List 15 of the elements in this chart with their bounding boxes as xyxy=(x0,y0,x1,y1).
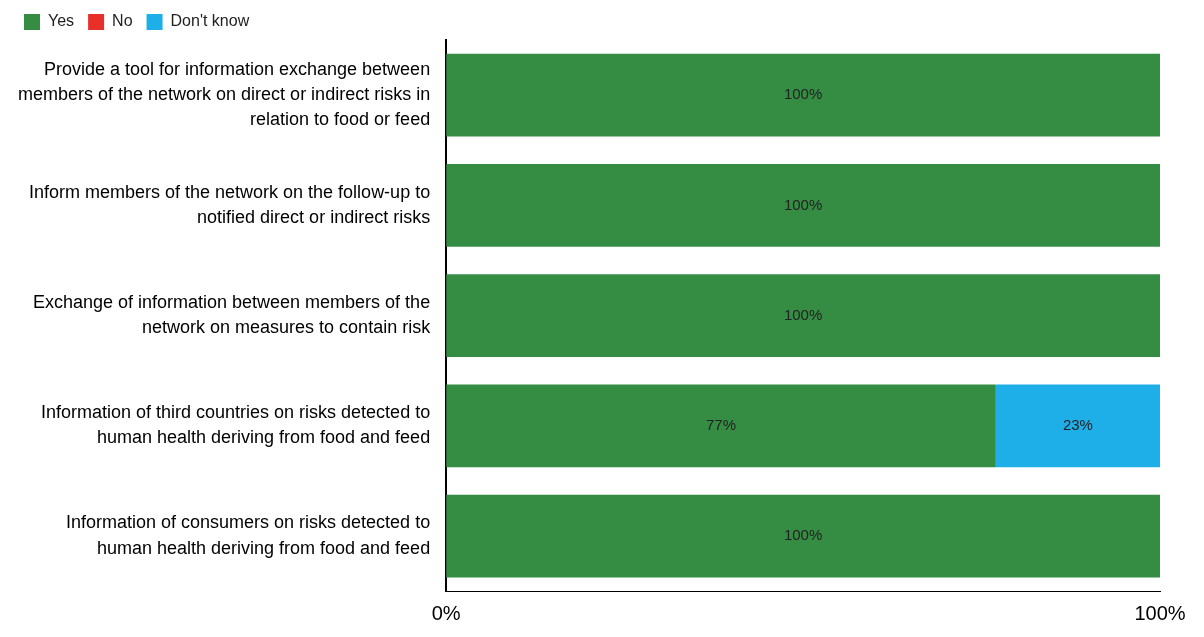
legend-label: Yes xyxy=(48,12,75,30)
data-label: 100% xyxy=(783,195,823,213)
data-label: 100% xyxy=(783,85,823,103)
legend-label: No xyxy=(112,12,133,30)
legend-label: Don't know xyxy=(170,12,250,30)
data-label: 77% xyxy=(705,415,736,433)
x-tick-label: 0% xyxy=(431,601,461,624)
data-label: 23% xyxy=(1062,415,1093,433)
y-tick-label: Exchange of information between members of the network on measures to contain risk xyxy=(32,291,432,338)
y-tick-label: Provide a tool for information exchange between members of the network on direct or indirect risks in relation to food or feed xyxy=(18,58,431,130)
y-tick-label: Information of consumers on risks detected to human health deriving from food and feed xyxy=(65,512,431,558)
data-label: 100% xyxy=(783,305,823,323)
data-label: 100% xyxy=(783,526,823,544)
y-tick-label: Inform members of the network on the follow-up to notified direct or indirect risks xyxy=(28,181,431,227)
y-tick-label: Information of third countries on risks detected to human health deriving from food and feed xyxy=(40,402,431,448)
